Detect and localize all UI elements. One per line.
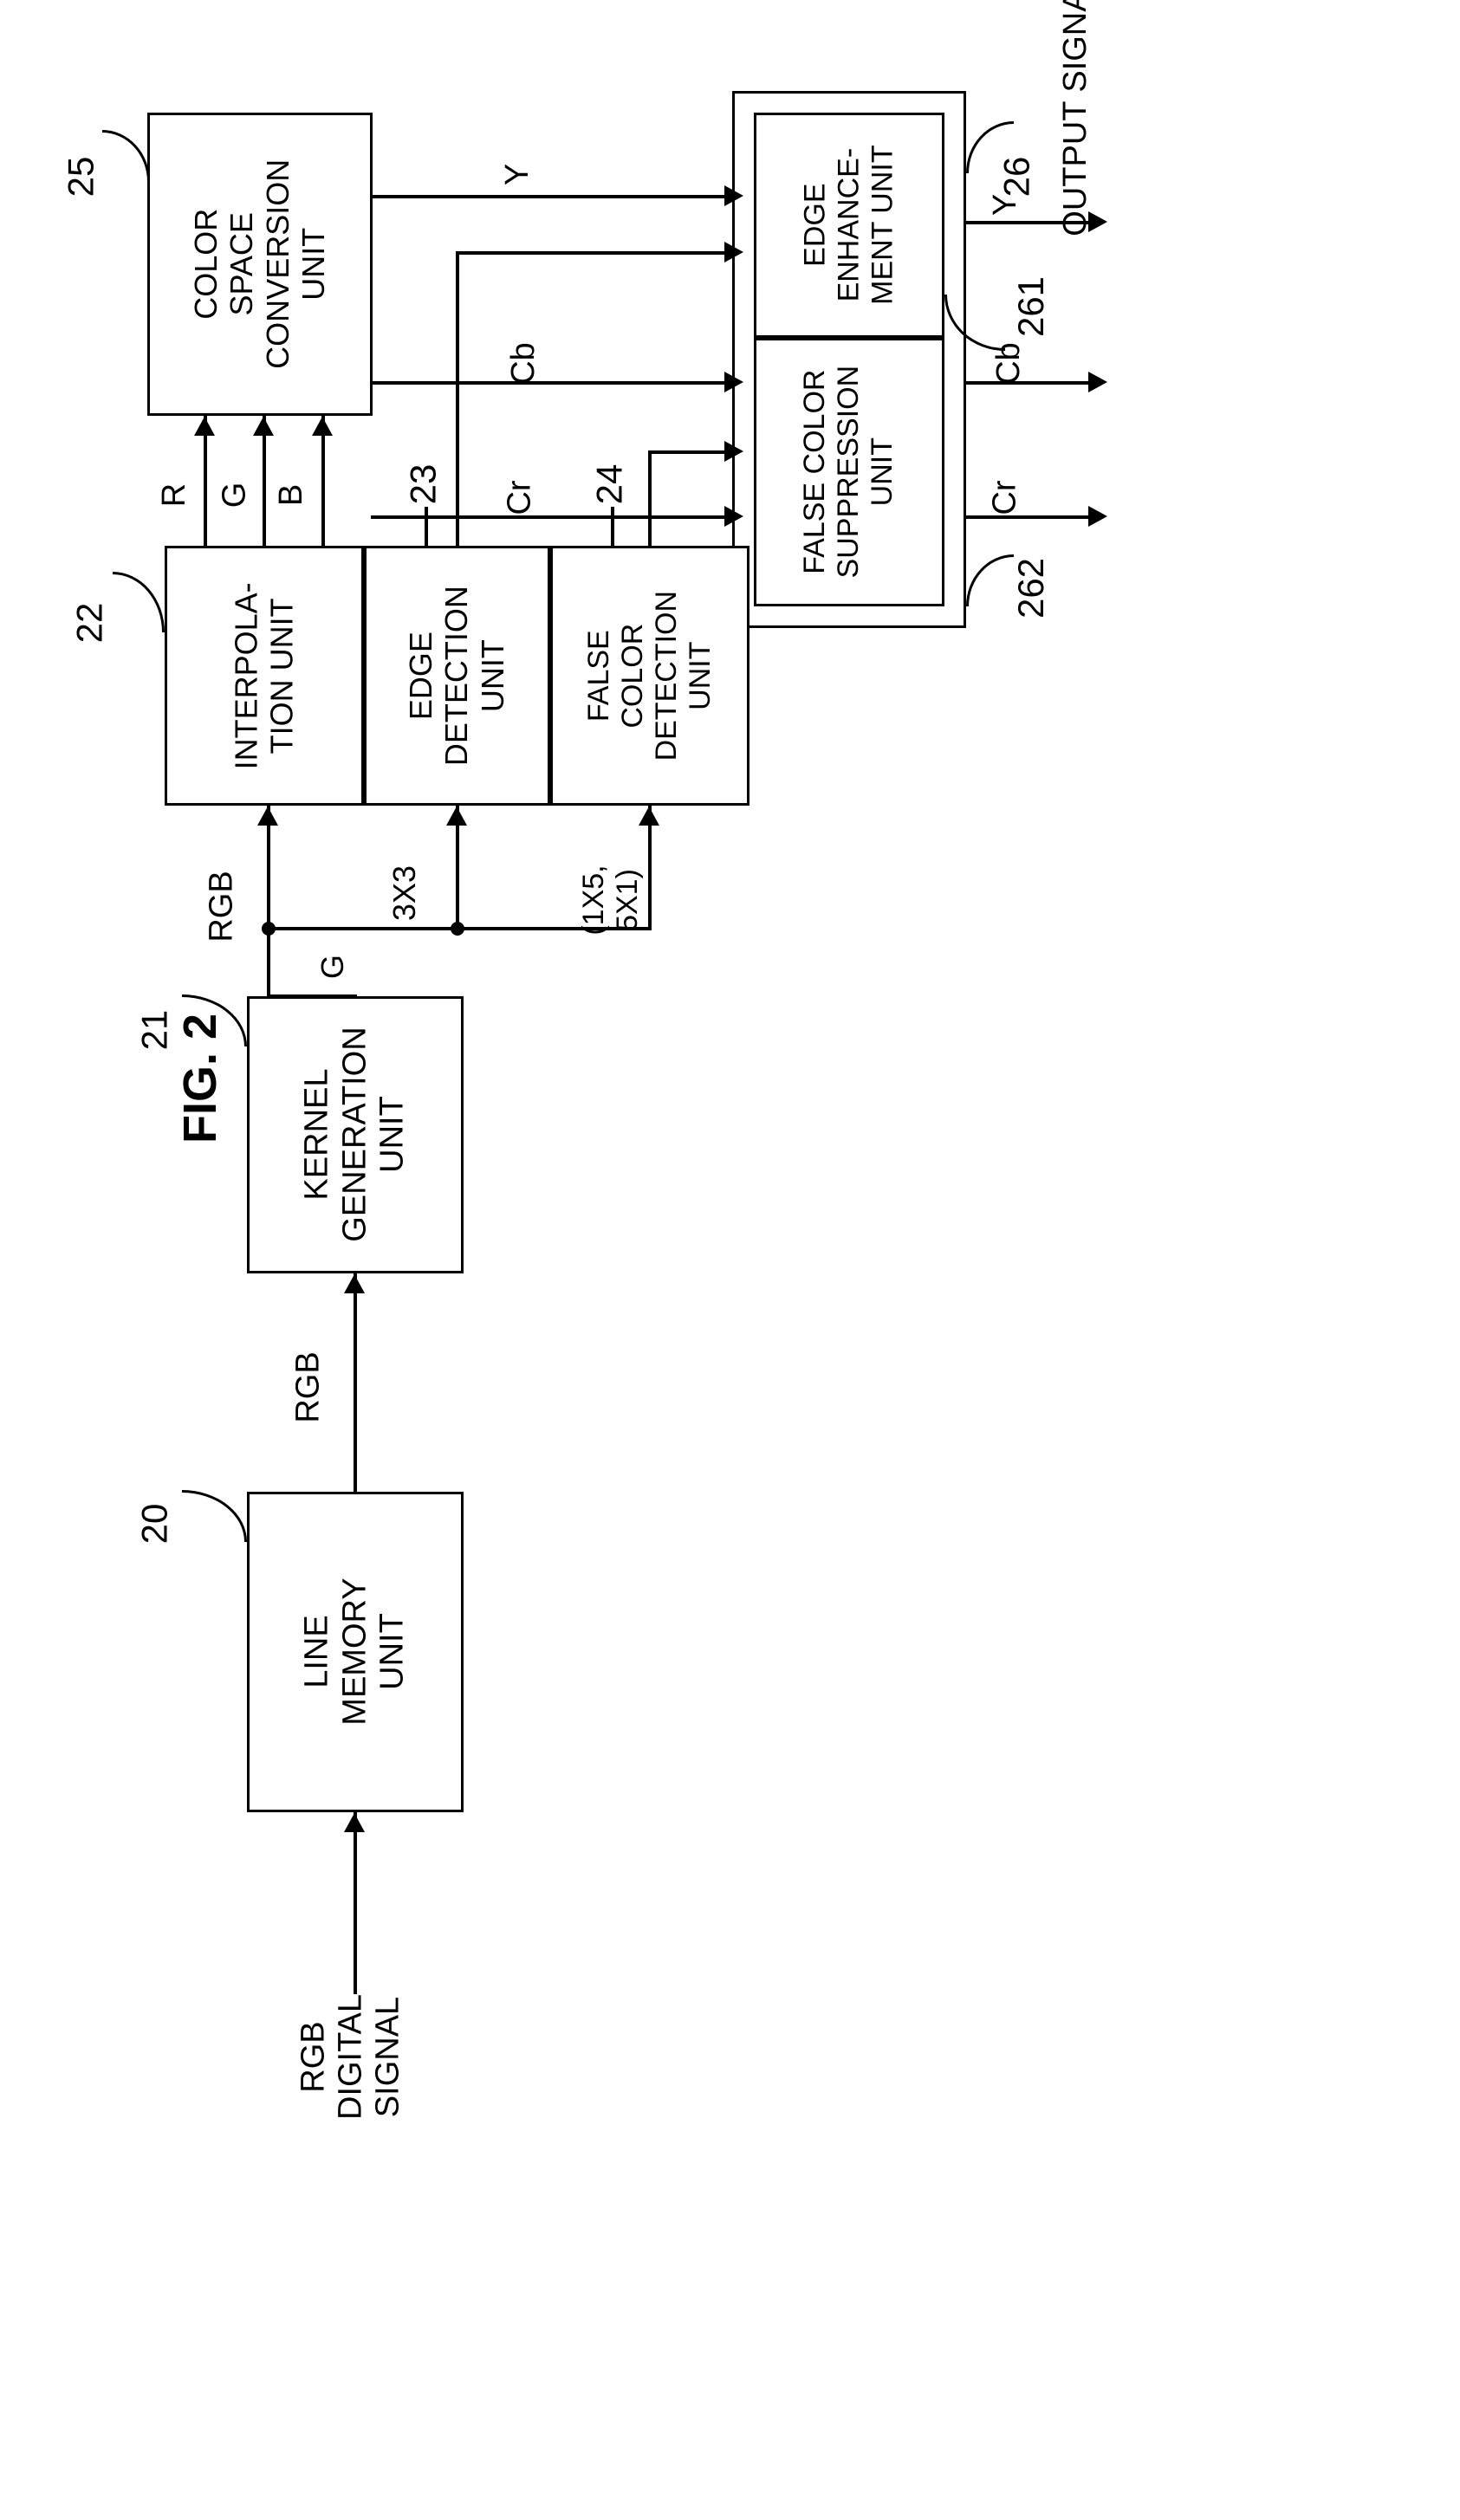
- block-line-memory-label: LINE MEMORY UNIT: [298, 1578, 412, 1726]
- arrowhead-cs-cb: [724, 372, 743, 392]
- arrowhead-bus-fcd: [639, 807, 659, 826]
- label-g3x3: 3X3: [386, 865, 423, 921]
- arrow-out-cr: [966, 515, 1096, 519]
- arrowhead-kg-interp: [257, 807, 278, 826]
- arrowhead-interp-cs-b: [312, 417, 333, 436]
- block-interpolation-label: INTERPOLA- TION UNIT: [229, 582, 301, 769]
- arrowhead-interp-cs-g: [253, 417, 274, 436]
- arrow-input: [354, 1812, 357, 1994]
- arrowhead-input: [344, 1813, 365, 1832]
- block-line-memory: LINE MEMORY UNIT: [247, 1492, 464, 1812]
- block-kernel-gen-label: KERNEL GENERATION UNIT: [298, 1027, 412, 1242]
- ref-20: 20: [133, 1504, 175, 1545]
- arrowhead-fcd-fcs: [724, 441, 743, 462]
- ref-leader-262: [966, 554, 1014, 606]
- label-Yout: Y: [987, 194, 1024, 216]
- junction-dot-main: [262, 922, 276, 936]
- arrow-lm-kg: [354, 1273, 357, 1492]
- label-R: R: [156, 483, 193, 507]
- ref-leader-24: [611, 507, 614, 546]
- arrowhead-ed-ee: [724, 242, 743, 262]
- block-edge-detection: EDGE DETECTION UNIT: [364, 546, 550, 806]
- ref-261: 261: [1010, 276, 1052, 337]
- label-Crout: Cr: [987, 480, 1024, 515]
- block-interpolation: INTERPOLA- TION UNIT: [165, 546, 364, 806]
- label-G2: G: [216, 483, 253, 509]
- ref-24: 24: [588, 464, 630, 505]
- label-output: OUTPUT SIGNAL: [1057, 0, 1094, 277]
- arrowhead-cs-y: [724, 185, 743, 206]
- ref-leader-25: [102, 130, 150, 182]
- label-Y: Y: [499, 164, 536, 185]
- label-B: B: [273, 484, 310, 506]
- label-Cr: Cr: [502, 480, 539, 515]
- arrow-ed-ee-v1: [456, 251, 459, 546]
- ref-leader-21: [182, 994, 247, 1046]
- ref-leader-23: [425, 507, 428, 546]
- block-color-space-label: COLOR SPACE CONVERSION UNIT: [188, 154, 332, 374]
- arrow-kg-main: [267, 806, 270, 996]
- arrowhead-lm-kg: [344, 1274, 365, 1293]
- block-kernel-gen: KERNEL GENERATION UNIT: [247, 996, 464, 1273]
- ref-leader-22: [113, 572, 165, 632]
- block-false-color-det: FALSE COLOR DETECTION UNIT: [550, 546, 749, 806]
- ref-262: 262: [1010, 558, 1052, 619]
- label-g: G: [315, 955, 351, 979]
- arrow-cs-y: [371, 195, 735, 198]
- ref-leader-26: [966, 121, 1014, 173]
- ref-25: 25: [60, 157, 101, 198]
- block-false-color-supp-label: FALSE COLOR SUPPRESSION UNIT: [798, 366, 899, 579]
- block-false-color-det-label: FALSE COLOR DETECTION UNIT: [582, 579, 717, 773]
- ref-23: 23: [402, 464, 444, 505]
- arrow-cs-cr: [371, 515, 735, 519]
- block-color-space: COLOR SPACE CONVERSION UNIT: [147, 113, 373, 416]
- arrow-out-cb: [966, 381, 1096, 385]
- arrow-ed-ee-h: [456, 251, 735, 255]
- block-edge-enhance: EDGE ENHANCE- MENT UNIT: [754, 113, 944, 338]
- arrow-fcd-fcs-h: [648, 450, 735, 454]
- ref-21: 21: [133, 1010, 175, 1051]
- arrowhead-out-cr: [1088, 506, 1107, 527]
- label-rgb1: RGB: [290, 1351, 328, 1422]
- arrowhead-cs-cr: [724, 506, 743, 527]
- arrow-fcd-fcs-v: [648, 450, 652, 546]
- label-Cbout: Cb: [990, 342, 1028, 385]
- arrowhead-bus-edge: [446, 807, 467, 826]
- block-edge-detection-label: EDGE DETECTION UNIT: [403, 586, 510, 766]
- arrowhead-out-cb: [1088, 372, 1107, 392]
- block-edge-enhance-label: EDGE ENHANCE- MENT UNIT: [798, 146, 899, 305]
- block-false-color-supp: FALSE COLOR SUPPRESSION UNIT: [754, 338, 944, 606]
- arrow-kg-bus-h: [267, 994, 357, 998]
- arrow-cs-cb: [371, 381, 735, 385]
- label-rgb2: RGB: [204, 871, 241, 942]
- ref-22: 22: [68, 603, 110, 644]
- arrowhead-interp-cs-r: [194, 417, 215, 436]
- diagram-canvas: FIG. 2 LINE MEMORY UNIT KERNEL GENERATIO…: [35, 35, 1460, 2485]
- label-1x5: (1X5, 5X1): [577, 848, 645, 952]
- arrow-bus-to-edge-h: [267, 927, 459, 930]
- label-input: RGB DIGITAL SIGNAL: [295, 1971, 407, 2144]
- ref-leader-20: [182, 1490, 247, 1542]
- label-Cb: Cb: [505, 342, 542, 385]
